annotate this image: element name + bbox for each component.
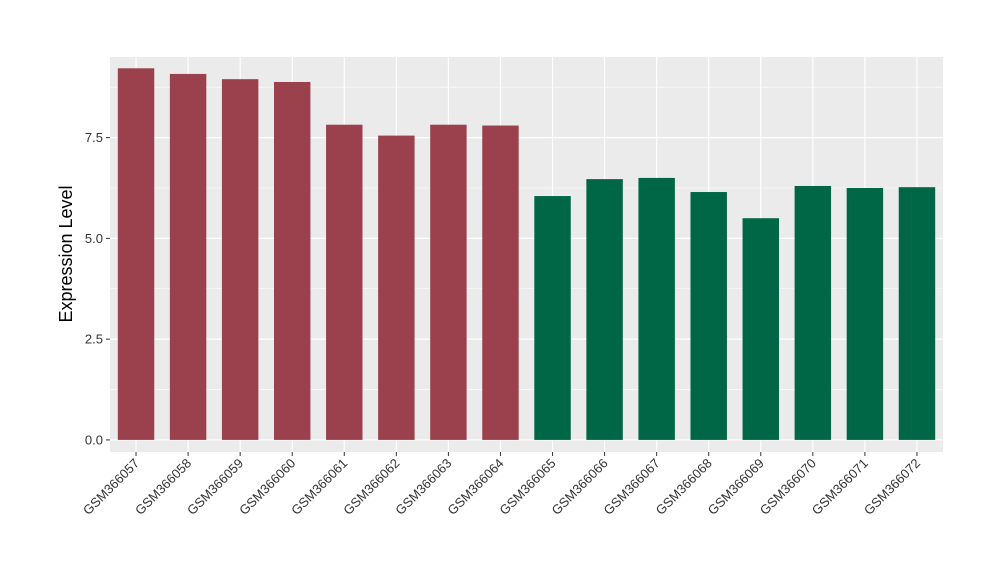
- x-tick-label: GSM366072: [861, 456, 923, 518]
- bar-gsm366068: [690, 192, 727, 440]
- bar-gsm366059: [221, 79, 259, 440]
- bar-gsm366063: [430, 124, 467, 440]
- bar-gsm366069: [742, 218, 780, 440]
- bar-gsm366067: [638, 177, 675, 440]
- y-tick-label: 0.0: [85, 432, 103, 447]
- bar-gsm366062: [378, 135, 415, 440]
- bar-gsm366058: [169, 73, 207, 440]
- bar-gsm366061: [326, 124, 363, 440]
- bar-gsm366066: [586, 179, 623, 440]
- bar-gsm366071: [846, 187, 884, 440]
- y-axis: 0.0 2.5 5.0 7.5: [85, 130, 110, 447]
- bar-gsm366060: [273, 81, 311, 440]
- y-axis-title: Expression Level: [56, 185, 76, 322]
- bar-gsm366057: [117, 68, 155, 440]
- bars: [117, 68, 936, 440]
- bar-gsm366072: [898, 187, 936, 440]
- y-tick-label: 2.5: [85, 332, 103, 347]
- y-tick-label: 7.5: [85, 130, 103, 145]
- x-axis: GSM366057GSM366058GSM366059GSM366060GSM3…: [80, 452, 923, 518]
- bar-gsm366070: [794, 185, 832, 440]
- bar-gsm366065: [534, 196, 571, 440]
- bar-gsm366064: [482, 125, 519, 440]
- y-tick-label: 5.0: [85, 231, 103, 246]
